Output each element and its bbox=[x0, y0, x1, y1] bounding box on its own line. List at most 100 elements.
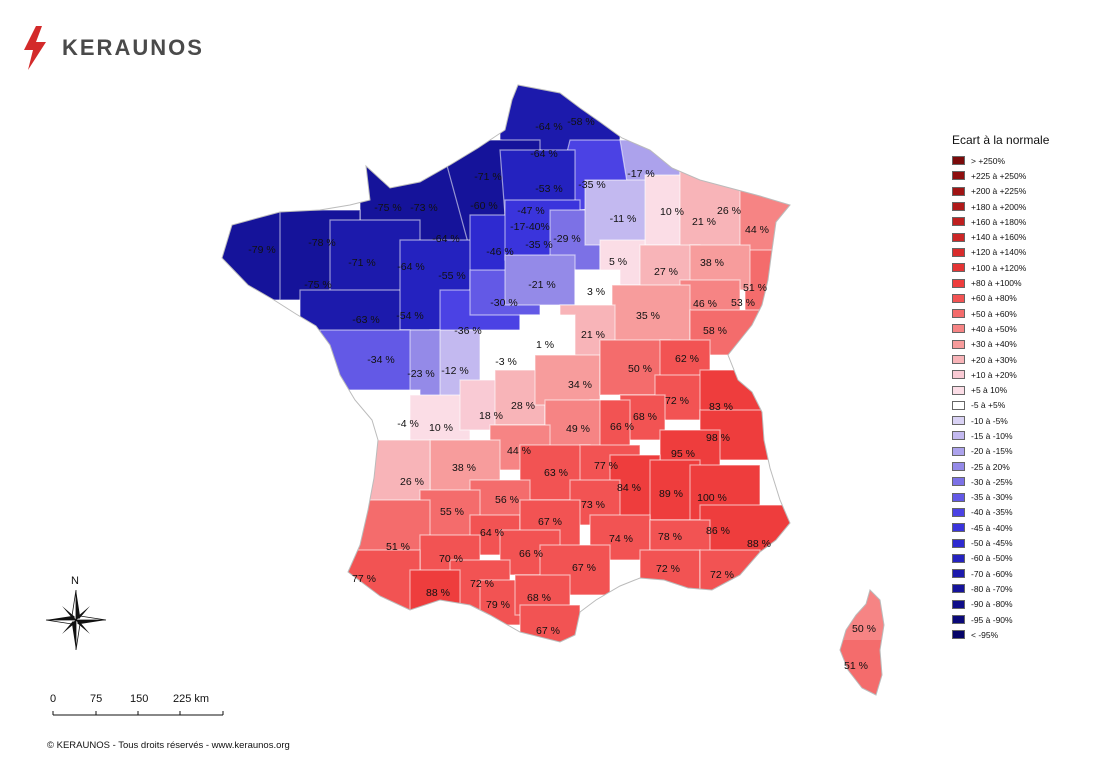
legend-swatch bbox=[952, 278, 965, 288]
legend-label: -95 à -90% bbox=[971, 614, 1013, 625]
legend-swatch bbox=[952, 186, 965, 196]
department-value-label: 66 % bbox=[519, 548, 543, 560]
legend-item: +50 à +60% bbox=[952, 306, 1092, 321]
department-value-label: -4 % bbox=[397, 418, 419, 430]
legend-item: +80 à +100% bbox=[952, 275, 1092, 290]
scale-tick-150: 150 bbox=[130, 693, 149, 705]
brand-logo: KERAUNOS bbox=[22, 26, 222, 70]
legend-item: +20 à +30% bbox=[952, 352, 1092, 367]
legend-item: -35 à -30% bbox=[952, 490, 1092, 505]
legend-swatch bbox=[952, 217, 965, 227]
legend-label: +20 à +30% bbox=[971, 354, 1017, 365]
legend-swatch bbox=[952, 431, 965, 441]
department-value-label: -12 % bbox=[441, 365, 468, 377]
department-value-label: 100 % bbox=[697, 492, 727, 504]
legend-item: +160 à +180% bbox=[952, 214, 1092, 229]
legend-item: -30 à -25% bbox=[952, 474, 1092, 489]
compass-north-label: N bbox=[71, 575, 79, 587]
department-value-label: -75 % bbox=[304, 279, 331, 291]
department-value-label: -73 % bbox=[410, 202, 437, 214]
department-value-label: 89 % bbox=[659, 488, 683, 500]
department-value-label: 26 % bbox=[717, 205, 741, 217]
department-value-label: -71 % bbox=[474, 171, 501, 183]
department-value-label: 21 % bbox=[581, 329, 605, 341]
department-value-label: 72 % bbox=[665, 395, 689, 407]
legend-label: -35 à -30% bbox=[971, 492, 1013, 503]
department-value-label: -35 % bbox=[525, 239, 552, 251]
legend-item: -95 à -90% bbox=[952, 612, 1092, 627]
department-value-label: -47 % bbox=[517, 205, 544, 217]
legend-label: +60 à +80% bbox=[971, 293, 1017, 304]
department-value-label: -29 % bbox=[553, 233, 580, 245]
department-value-label: 51 % bbox=[386, 541, 410, 553]
legend-swatch bbox=[952, 492, 965, 502]
legend-label: -10 à -5% bbox=[971, 415, 1008, 426]
department-value-label: 63 % bbox=[544, 467, 568, 479]
legend-swatch bbox=[952, 355, 965, 364]
department-value-label: 73 % bbox=[581, 499, 605, 511]
legend-swatch bbox=[952, 324, 965, 334]
department-value-label: 21 % bbox=[692, 216, 716, 228]
department-value-label: 34 % bbox=[568, 379, 592, 391]
legend-swatch bbox=[952, 156, 965, 166]
department-value-label: -63 % bbox=[352, 314, 379, 326]
legend-item: +40 à +50% bbox=[952, 321, 1092, 336]
department-value-label: 79 % bbox=[486, 599, 510, 611]
legend-item: +60 à +80% bbox=[952, 291, 1092, 306]
department-value-label: 68 % bbox=[527, 592, 551, 604]
department-value-label: 35 % bbox=[636, 310, 660, 322]
department-value-label: 26 % bbox=[400, 476, 424, 488]
legend-swatch bbox=[952, 400, 965, 410]
legend: Ecart à la normale > +250% +225 à +250% +2… bbox=[952, 133, 1092, 643]
department-value-label: 50 % bbox=[852, 623, 876, 635]
department-value-label: 51 % bbox=[844, 660, 868, 672]
department-value-label: -71 % bbox=[348, 257, 375, 269]
department-value-label: 10 % bbox=[660, 206, 684, 218]
legend-swatch bbox=[952, 446, 965, 456]
legend-label: +30 à +40% bbox=[971, 339, 1017, 350]
legend-label: +180 à +200% bbox=[971, 201, 1027, 212]
department-value-label: 28 % bbox=[511, 400, 535, 412]
department-value-label: -11 % bbox=[610, 213, 637, 225]
department-value-label: -58 % bbox=[567, 116, 594, 128]
department-value-label: 67 % bbox=[538, 516, 562, 528]
department-value-label: -64 % bbox=[397, 261, 424, 273]
legend-label: -90 à -80% bbox=[971, 599, 1013, 610]
legend-label: +200 à +225% bbox=[971, 186, 1027, 197]
department-value-label: -75 % bbox=[374, 202, 401, 214]
legend-item: -60 à -50% bbox=[952, 551, 1092, 566]
department-value-label: -17 % bbox=[627, 168, 654, 180]
legend-label: -60 à -50% bbox=[971, 553, 1013, 564]
department-value-label: 83 % bbox=[709, 401, 733, 413]
department-value-label: 98 % bbox=[706, 432, 730, 444]
legend-item: -10 à -5% bbox=[952, 413, 1092, 428]
legend-swatch bbox=[952, 538, 965, 548]
department-value-label: -54 % bbox=[396, 310, 423, 322]
department-value-label: 67 % bbox=[536, 625, 560, 637]
department-value-label: 86 % bbox=[706, 525, 730, 537]
scale-tick-225: 225 km bbox=[173, 693, 210, 705]
department-value-label: 67 % bbox=[572, 562, 596, 574]
department-value-label: 51 % bbox=[743, 282, 767, 294]
legend-label: -5 à +5% bbox=[971, 400, 1006, 411]
legend-label: -45 à -40% bbox=[971, 522, 1013, 533]
department-value-label: 56 % bbox=[495, 494, 519, 506]
legend-label: -40 à -35% bbox=[971, 507, 1013, 518]
department-value-label: 74 % bbox=[609, 533, 633, 545]
legend-item: +180 à +200% bbox=[952, 199, 1092, 214]
legend-swatch bbox=[952, 553, 965, 563]
legend-swatch bbox=[952, 630, 965, 640]
legend-swatch bbox=[952, 569, 965, 579]
legend-item: -20 à -15% bbox=[952, 444, 1092, 459]
legend-label: -20 à -15% bbox=[971, 446, 1013, 457]
legend-swatch bbox=[952, 339, 965, 349]
department-value-label: 10 % bbox=[429, 422, 453, 434]
legend-item: -45 à -40% bbox=[952, 520, 1092, 535]
department-value-label: -36 % bbox=[454, 325, 481, 337]
department-value-label: 64 % bbox=[480, 527, 504, 539]
department-value-label: 77 % bbox=[352, 573, 376, 585]
legend-swatch bbox=[952, 416, 965, 426]
legend-item: > +250% bbox=[952, 153, 1092, 168]
brand-name: KERAUNOS bbox=[62, 35, 204, 60]
legend-label: +140 à +160% bbox=[971, 232, 1027, 243]
